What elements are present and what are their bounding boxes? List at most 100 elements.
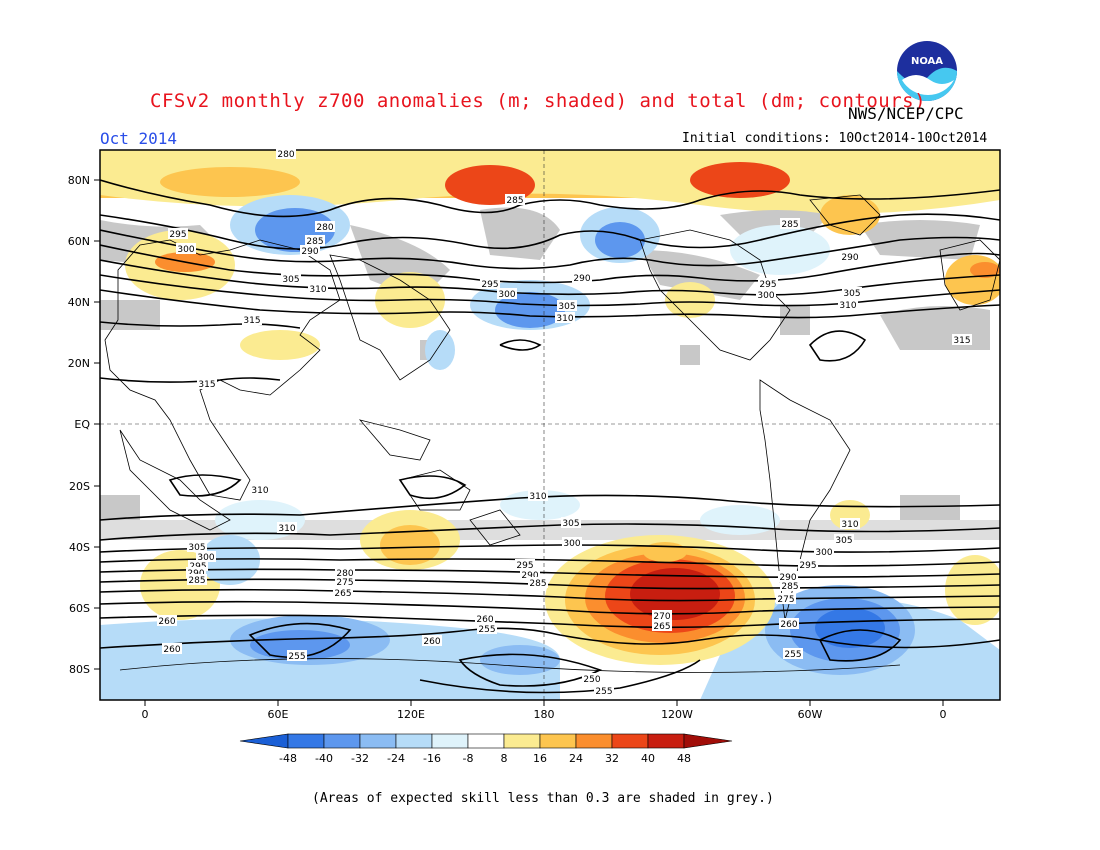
contour-label: 300: [563, 539, 580, 549]
initial-conditions: Initial conditions: 10Oct2014-10Oct2014: [682, 131, 988, 146]
contour-label: 260: [163, 645, 180, 655]
contour-label: 300: [757, 291, 774, 301]
contour-label: 260: [158, 617, 175, 627]
colorbar-tick-label: 16: [533, 752, 547, 765]
lat-label-80s: 80S: [69, 663, 90, 676]
contour-label: 255: [595, 687, 612, 697]
lon-label-0: 0: [142, 708, 149, 721]
colorbar-swatch: [287, 733, 325, 749]
lon-label-120w: 120W: [661, 708, 693, 721]
colorbar-swatch: [359, 733, 397, 749]
contour-label: 265: [334, 589, 351, 599]
contour-label: 300: [498, 290, 515, 300]
colorbar-tick-label: 32: [605, 752, 619, 765]
lon-label-120e: 120E: [397, 708, 425, 721]
lat-label-40n: 40N: [68, 296, 90, 309]
footnote: (Areas of expected skill less than 0.3 a…: [312, 791, 774, 806]
contour-labels-sh: 310 310 310 310 305 305 305 300 300 300 …: [157, 484, 860, 697]
contour-label: 255: [288, 652, 305, 662]
contour-label: 305: [282, 275, 299, 285]
colorbar-swatch: [323, 733, 361, 749]
forecast-period: Oct 2014: [100, 129, 178, 148]
contour-label: 275: [777, 595, 794, 605]
contour-label: 290: [841, 253, 858, 263]
colorbar: -48 -40 -32 -24 -16 -8 8 16 24 32 40 48: [239, 733, 733, 765]
contour-label: 290: [301, 247, 318, 257]
lat-label-60s: 60S: [69, 602, 90, 615]
contour-labels-nh: 280 280 285 285 285 290 290 290 295 295 …: [168, 148, 972, 390]
colorbar-tick-label: 40: [641, 752, 655, 765]
colorbar-swatch: [647, 733, 685, 749]
contour-label: 250: [583, 675, 600, 685]
contour-label: 315: [243, 316, 260, 326]
colorbar-tick-label: -8: [463, 752, 474, 765]
contour-label: 295: [516, 561, 533, 571]
agency-label: NWS/NCEP/CPC: [848, 104, 964, 123]
lat-label-20s: 20S: [69, 480, 90, 493]
colorbar-swatch: [539, 733, 577, 749]
contour-label: 315: [953, 336, 970, 346]
contour-label: 285: [781, 220, 798, 230]
colorbar-tick-label: -48: [279, 752, 297, 765]
contour-label: 310: [309, 285, 326, 295]
lon-axis: 0 60E 120E 180 120W 60W 0: [142, 700, 947, 721]
contour-label: 260: [423, 637, 440, 647]
contour-label: 290: [521, 571, 538, 581]
colorbar-tick-label: 48: [677, 752, 691, 765]
noaa-logo-text: NOAA: [911, 56, 943, 67]
contour-label: 305: [558, 302, 575, 312]
contour-label: 285: [506, 196, 523, 206]
page-title: CFSv2 monthly z700 anomalies (m; shaded)…: [150, 90, 927, 112]
colorbar-arrow-left: [239, 733, 289, 749]
contour-label: 310: [839, 301, 856, 311]
lat-label-80n: 80N: [68, 174, 90, 187]
contour-label: 305: [188, 543, 205, 553]
contour-label: 285: [529, 579, 546, 589]
colorbar-swatch: [503, 733, 541, 749]
colorbar-tick-label: 8: [501, 752, 508, 765]
contour-label: 310: [841, 520, 858, 530]
contour-label: 295: [799, 561, 816, 571]
colorbar-tick-label: -40: [315, 752, 333, 765]
colorbar-swatch: [431, 733, 469, 749]
colorbar-swatch: [575, 733, 613, 749]
contour-label: 310: [529, 492, 546, 502]
contour-label: 275: [336, 578, 353, 588]
contour-label: 270: [653, 612, 670, 622]
contour-label: 310: [556, 314, 573, 324]
contour-label: 285: [781, 582, 798, 592]
contour-label: 305: [843, 289, 860, 299]
contour-label: 310: [278, 524, 295, 534]
lat-label-40s: 40S: [69, 541, 90, 554]
contour-label: 280: [277, 150, 294, 160]
contour-label: 290: [779, 573, 796, 583]
colorbar-arrow-right: [683, 733, 733, 749]
colorbar-tick-label: -32: [351, 752, 369, 765]
contour-label: 285: [306, 237, 323, 247]
lat-axis: 80N 60N 40N 20N EQ 20S 40S 60S 80S: [68, 174, 100, 676]
contour-label: 315: [198, 380, 215, 390]
colorbar-swatch: [395, 733, 433, 749]
contour-label: 305: [835, 536, 852, 546]
contour-label: 305: [562, 519, 579, 529]
colorbar-tick-label: -16: [423, 752, 441, 765]
contour-label: 295: [759, 280, 776, 290]
lon-label-180: 180: [534, 708, 555, 721]
contour-label: 300: [197, 553, 214, 563]
contour-label: 310: [251, 486, 268, 496]
contour-label: 260: [780, 620, 797, 630]
contour-label: 300: [177, 245, 194, 255]
colorbar-tick-label: -24: [387, 752, 405, 765]
lat-label-20n: 20N: [68, 357, 90, 370]
noaa-logo: NOAA: [896, 40, 958, 106]
contour-label: 295: [481, 280, 498, 290]
contour-label: 265: [653, 622, 670, 632]
contour-label: 290: [573, 274, 590, 284]
contour-label: 280: [316, 223, 333, 233]
lon-label-60w: 60W: [798, 708, 823, 721]
lon-label-0-east: 0: [940, 708, 947, 721]
lat-label-60n: 60N: [68, 235, 90, 248]
height-contours: [100, 179, 1000, 694]
contour-label: 255: [478, 625, 495, 635]
